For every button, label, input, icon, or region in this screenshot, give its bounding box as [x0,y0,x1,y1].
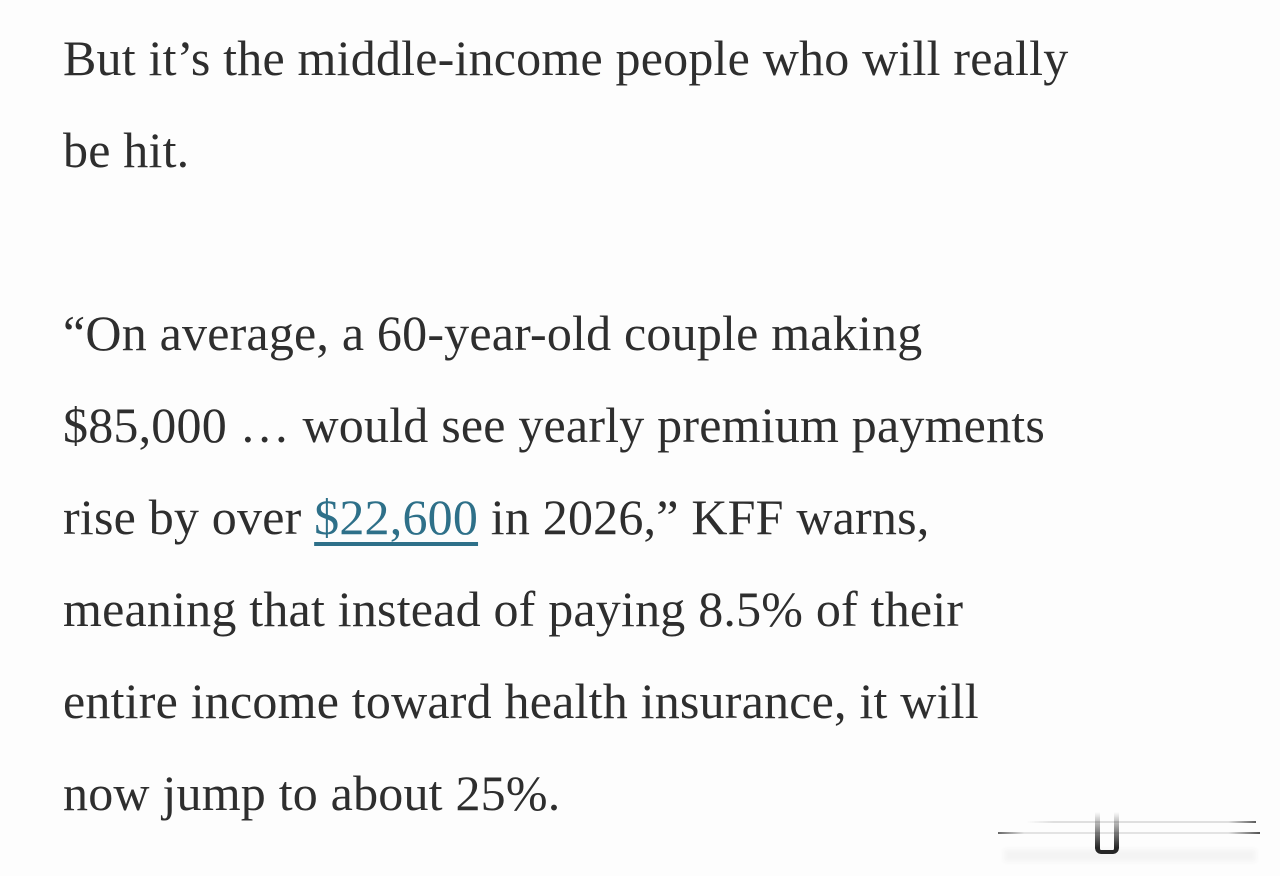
scrubber-track[interactable] [998,832,1260,834]
scrubber-ghost-band [1004,849,1256,862]
text-after-link: in 2026,” KFF warns, [478,489,930,545]
text-line: $85,000 … would see yearly premium payme… [63,397,1046,453]
scrubber-thumb-icon[interactable] [1095,812,1119,854]
text-line: “On average, a 60-year-old couple making [63,305,923,361]
paragraph-intro: But it’s the middle-income people who wi… [63,12,1222,196]
paragraph-quote: “On average, a 60-year-old couple making… [63,287,1222,839]
scrubber-track-buffer[interactable] [1026,821,1256,823]
media-scrubber[interactable] [998,812,1262,864]
text-line: meaning that instead of paying 8.5% of t… [63,581,964,637]
text-line: be hit. [63,122,190,178]
text-line: now jump to about 25%. [63,765,561,821]
text-line: But it’s the middle-income people who wi… [63,30,1069,86]
text-before-link: rise by over [63,489,315,545]
text-line: rise by over $22,600 in 2026,” KFF warns… [63,471,1222,563]
article-body: But it’s the middle-income people who wi… [63,12,1222,839]
premium-amount-link[interactable]: $22,600 [314,489,479,545]
text-line: entire income toward health insurance, i… [63,673,979,729]
